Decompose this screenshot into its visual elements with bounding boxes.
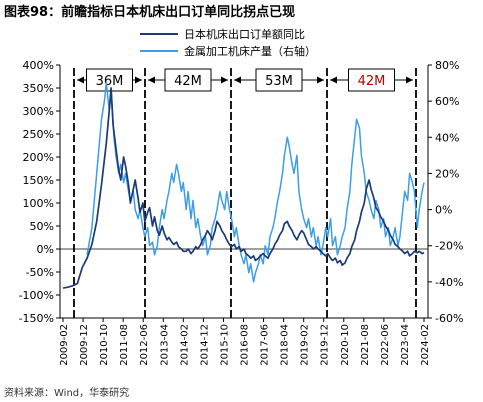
series-lines	[62, 82, 425, 289]
x-tick-label: 2017-06	[260, 324, 271, 366]
cycle-arrow-head-right	[406, 76, 413, 84]
left-tick-label: 150%	[23, 174, 54, 187]
cycle-box	[86, 68, 133, 92]
cycle-box-label: 36M	[96, 74, 124, 89]
source-note: 资料来源：Wind，华泰研究	[4, 386, 129, 399]
x-tick-label: 2018-04	[280, 324, 291, 366]
x-tick-label: 2024-02	[420, 324, 431, 366]
cycle-box-label: 42M	[358, 74, 386, 89]
x-tick-label: 2011-08	[119, 324, 130, 366]
series-line-export-orders	[62, 87, 425, 289]
right-tick-label: 80%	[435, 59, 459, 72]
series-line-machine-output	[86, 82, 425, 283]
left-tick-label: -100%	[19, 289, 54, 302]
left-tick-label: 250%	[23, 128, 54, 141]
x-tick-label: 2021-08	[360, 324, 371, 366]
cycle-dividers	[73, 68, 417, 318]
right-tick-label: -60%	[435, 312, 463, 325]
left-tick-label: 300%	[23, 105, 54, 118]
right-tick-label: 60%	[435, 95, 459, 108]
cycle-arrow-head-right	[317, 76, 324, 84]
cycle-arrow-head-left	[330, 76, 337, 84]
x-tick-label: 2014-02	[179, 324, 190, 366]
chart-title: 图表98：前瞻指标日本机床出口订单同比拐点已现	[4, 4, 295, 20]
x-tick-label: 2019-12	[320, 324, 331, 366]
cycle-arrow-head-left	[234, 76, 241, 84]
left-tick-label: 200%	[23, 151, 54, 164]
cycle-box-label: 42M	[174, 74, 202, 89]
cycle-boxes: 36M 42M 53M 42M	[77, 68, 413, 92]
x-tick-label: 2019-02	[300, 324, 311, 366]
x-axis-ticks: 2009-02 2009-12 2010-10 2011-08 2012-06 2013-…	[59, 318, 431, 366]
x-tick-label: 2009-02	[59, 324, 70, 366]
left-tick-label: -50%	[26, 266, 54, 279]
x-tick-label: 2015-10	[219, 324, 230, 366]
cycle-arrow-head-left	[77, 76, 84, 84]
left-tick-label: 350%	[23, 82, 54, 95]
right-tick-label: 0%	[435, 204, 452, 217]
cycle-box	[348, 68, 395, 92]
right-tick-label: 20%	[435, 167, 459, 180]
x-tick-label: 2020-10	[340, 324, 351, 366]
x-tick-label: 2014-12	[199, 324, 210, 366]
right-tick-label: -40%	[435, 276, 463, 289]
right-tick-label: 40%	[435, 131, 459, 144]
left-tick-label: 0%	[37, 243, 54, 256]
x-tick-label: 2023-04	[400, 324, 411, 366]
x-tick-label: 2012-06	[139, 324, 150, 366]
x-tick-label: 2009-12	[79, 324, 90, 366]
legend-label: 日本机床出口订单额同比	[184, 27, 305, 41]
left-tick-label: 100%	[23, 197, 54, 210]
left-tick-label: 400%	[23, 59, 54, 72]
x-tick-label: 2013-04	[159, 324, 170, 366]
x-tick-label: 2016-08	[240, 324, 251, 366]
right-tick-label: -20%	[435, 240, 463, 253]
cycle-box	[164, 68, 212, 92]
cycle-box	[255, 68, 303, 92]
cycle-arrow-head-right	[135, 76, 142, 84]
left-tick-label: -150%	[19, 312, 54, 325]
legend-label: 金属加工机床产量（右轴）	[184, 44, 316, 58]
left-tick-label: 50%	[30, 220, 54, 233]
legend-background	[134, 26, 366, 64]
cycle-box-label: 53M	[265, 74, 293, 89]
cycle-arrow-head-left	[148, 76, 155, 84]
cycle-arrow-head-right	[221, 76, 228, 84]
axes: -150% -100% -50% 0% 50% 100% 150% 200% 250% 300% 3…	[19, 59, 464, 325]
x-tick-label: 2010-10	[99, 324, 110, 366]
x-tick-label: 2022-06	[380, 324, 391, 366]
